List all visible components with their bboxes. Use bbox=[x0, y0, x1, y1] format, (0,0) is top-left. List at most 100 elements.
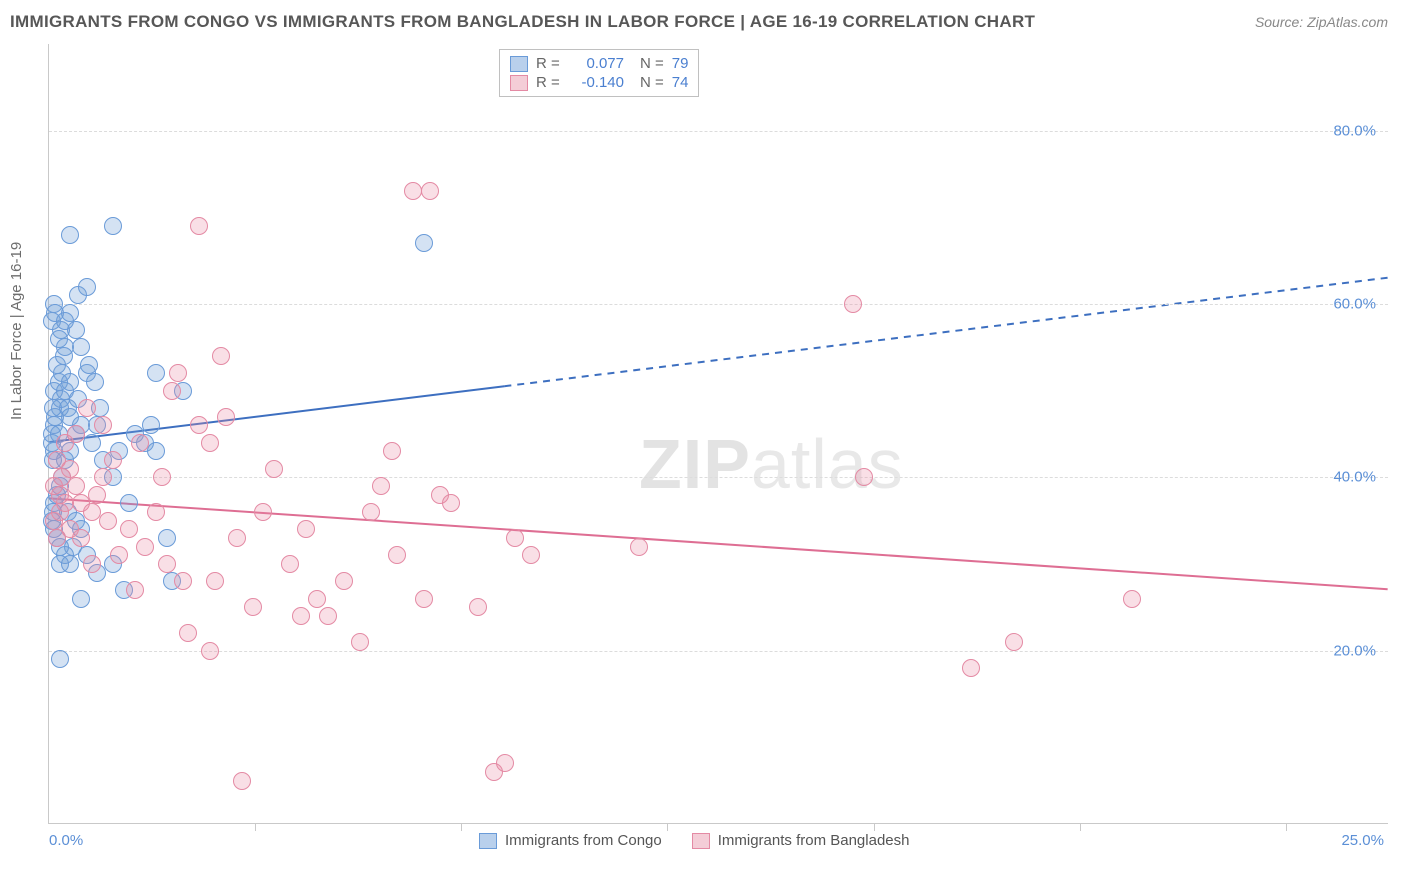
y-tick-label: 80.0% bbox=[1333, 122, 1376, 139]
x-minor-tick bbox=[874, 823, 875, 831]
legend-stats-row: R =0.077N =79 bbox=[510, 54, 688, 73]
data-point bbox=[335, 572, 353, 590]
data-point bbox=[72, 590, 90, 608]
data-point bbox=[190, 217, 208, 235]
x-tick-label: 0.0% bbox=[49, 832, 83, 849]
data-point bbox=[522, 546, 540, 564]
data-point bbox=[51, 650, 69, 668]
data-point bbox=[388, 546, 406, 564]
gridline-h bbox=[49, 651, 1388, 652]
legend-stats: R =0.077N =79R =-0.140N =74 bbox=[499, 49, 699, 97]
gridline-h bbox=[49, 304, 1388, 305]
data-point bbox=[415, 234, 433, 252]
data-point bbox=[372, 477, 390, 495]
x-tick-label: 25.0% bbox=[1341, 832, 1384, 849]
legend-swatch bbox=[510, 75, 528, 91]
data-point bbox=[308, 590, 326, 608]
data-point bbox=[169, 364, 187, 382]
data-point bbox=[158, 555, 176, 573]
data-point bbox=[120, 494, 138, 512]
data-point bbox=[201, 434, 219, 452]
data-point bbox=[319, 607, 337, 625]
plot-area: ZIPatlas 20.0%40.0%60.0%80.0%0.0%25.0%R … bbox=[48, 44, 1388, 824]
x-minor-tick bbox=[461, 823, 462, 831]
r-label: R = bbox=[536, 74, 564, 91]
data-point bbox=[83, 434, 101, 452]
r-value: 0.077 bbox=[572, 55, 624, 72]
r-value: -0.140 bbox=[572, 74, 624, 91]
data-point bbox=[56, 434, 74, 452]
data-point bbox=[78, 278, 96, 296]
legend-series-item: Immigrants from Congo bbox=[479, 832, 662, 849]
x-minor-tick bbox=[1286, 823, 1287, 831]
data-point bbox=[158, 529, 176, 547]
data-point bbox=[83, 555, 101, 573]
data-point bbox=[48, 529, 66, 547]
chart-title: IMMIGRANTS FROM CONGO VS IMMIGRANTS FROM… bbox=[10, 12, 1035, 32]
y-axis-label: In Labor Force | Age 16-19 bbox=[8, 242, 25, 420]
data-point bbox=[45, 512, 63, 530]
data-point bbox=[147, 442, 165, 460]
data-point bbox=[72, 338, 90, 356]
x-minor-tick bbox=[667, 823, 668, 831]
data-point bbox=[962, 659, 980, 677]
data-point bbox=[120, 520, 138, 538]
data-point bbox=[163, 382, 181, 400]
watermark-light: atlas bbox=[751, 425, 904, 503]
legend-swatch bbox=[510, 56, 528, 72]
data-point bbox=[855, 468, 873, 486]
data-point bbox=[421, 182, 439, 200]
data-point bbox=[1123, 590, 1141, 608]
legend-series: Immigrants from Congo Immigrants from Ban… bbox=[479, 832, 909, 849]
gridline-h bbox=[49, 477, 1388, 478]
data-point bbox=[61, 555, 79, 573]
data-point bbox=[80, 356, 98, 374]
data-point bbox=[630, 538, 648, 556]
n-label: N = bbox=[640, 55, 664, 72]
data-point bbox=[126, 581, 144, 599]
n-value: 79 bbox=[672, 55, 689, 72]
legend-stats-row: R =-0.140N =74 bbox=[510, 73, 688, 92]
n-value: 74 bbox=[672, 74, 689, 91]
source-label: Source: ZipAtlas.com bbox=[1255, 14, 1388, 30]
data-point bbox=[67, 477, 85, 495]
data-point bbox=[147, 364, 165, 382]
y-tick-label: 20.0% bbox=[1333, 642, 1376, 659]
data-point bbox=[72, 529, 90, 547]
data-point bbox=[94, 416, 112, 434]
x-minor-tick bbox=[1080, 823, 1081, 831]
data-point bbox=[415, 590, 433, 608]
data-point bbox=[254, 503, 272, 521]
y-tick-label: 40.0% bbox=[1333, 469, 1376, 486]
data-point bbox=[94, 468, 112, 486]
watermark-bold: ZIP bbox=[639, 425, 751, 503]
data-point bbox=[383, 442, 401, 460]
legend-series-item: Immigrants from Bangladesh bbox=[692, 832, 910, 849]
data-point bbox=[190, 416, 208, 434]
data-point bbox=[442, 494, 460, 512]
y-tick-label: 60.0% bbox=[1333, 296, 1376, 313]
legend-series-label: Immigrants from Bangladesh bbox=[718, 832, 910, 849]
data-point bbox=[265, 460, 283, 478]
data-point bbox=[44, 399, 62, 417]
legend-swatch bbox=[692, 833, 710, 849]
data-point bbox=[844, 295, 862, 313]
data-point bbox=[78, 399, 96, 417]
data-point bbox=[228, 529, 246, 547]
data-point bbox=[136, 538, 154, 556]
data-point bbox=[1005, 633, 1023, 651]
data-point bbox=[86, 373, 104, 391]
data-point bbox=[153, 468, 171, 486]
data-point bbox=[496, 754, 514, 772]
data-point bbox=[131, 434, 149, 452]
gridline-h bbox=[49, 131, 1388, 132]
data-point bbox=[179, 624, 197, 642]
data-point bbox=[244, 598, 262, 616]
data-point bbox=[217, 408, 235, 426]
data-point bbox=[104, 217, 122, 235]
data-point bbox=[212, 347, 230, 365]
data-point bbox=[104, 451, 122, 469]
data-point bbox=[61, 304, 79, 322]
data-point bbox=[147, 503, 165, 521]
data-point bbox=[88, 486, 106, 504]
